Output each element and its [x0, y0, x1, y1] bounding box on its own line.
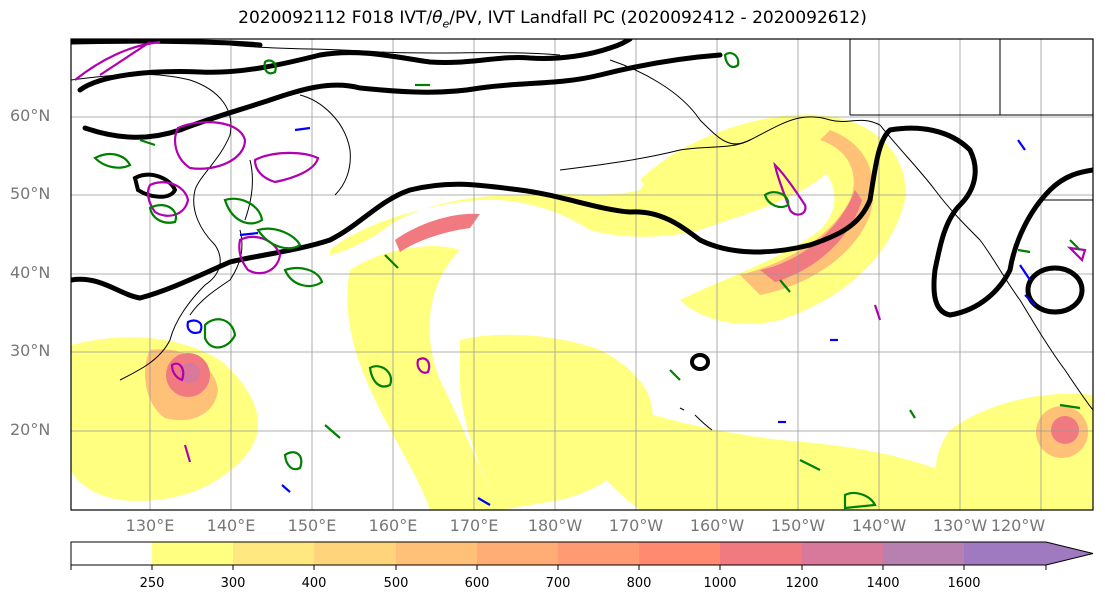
- map-frame: [70, 38, 1094, 511]
- graticule: [71, 39, 1093, 510]
- lon-label-150e: 150°E: [287, 516, 337, 535]
- colorbar-tick-label: 1400: [866, 576, 900, 591]
- theta-contour-subarctic: [82, 52, 723, 140]
- colorbar-tick-label: 400: [301, 576, 327, 591]
- theta-contour-north: [71, 39, 633, 93]
- lon-label-160e: 160°E: [368, 516, 418, 535]
- colorbar-tick-label: 700: [545, 576, 571, 591]
- colorbar-tick-label: 300: [220, 576, 246, 591]
- colorbar-extend-arrow: [1046, 542, 1093, 565]
- lon-label-130e: 130°E: [125, 516, 175, 535]
- ivt-ar-gulf: [640, 114, 906, 324]
- colorbar-tick-label: 250: [139, 576, 165, 591]
- lon-label-170w: 170°W: [608, 516, 664, 535]
- theta-contour-small: [690, 353, 710, 371]
- coast-north-america-inland: [849, 39, 1093, 201]
- lon-label-180w: 180°W: [527, 516, 583, 535]
- theta-contour-main: [71, 125, 1093, 318]
- colorbar-tick-label: 800: [626, 576, 652, 591]
- theta-contour-blob: [132, 172, 178, 199]
- lon-label-120w: 120°W: [990, 516, 1046, 535]
- lat-label-60n: 60°N: [10, 106, 51, 125]
- pv-negative-contours: [186, 126, 1036, 506]
- colorbar-tick-label: 1000: [703, 576, 737, 591]
- ivt-ar-gulf-core: [740, 130, 874, 295]
- ivt-ar-west-core: [395, 213, 480, 252]
- colorbar: [70, 541, 1094, 570]
- coast-hawaii: [679, 407, 713, 431]
- colorbar-tick-label: 600: [464, 576, 490, 591]
- lon-label-140w: 140°W: [851, 516, 907, 535]
- lon-label-170e: 170°E: [449, 516, 499, 535]
- coast-kamchatka: [299, 94, 351, 196]
- lon-label-140e: 140°E: [206, 516, 256, 535]
- lon-label-130w: 130°W: [932, 516, 988, 535]
- ivt-ar-west: [347, 246, 500, 510]
- green-contours: [93, 51, 1081, 510]
- coast-sakhalin: [244, 159, 253, 221]
- coast-asia-east: [71, 73, 232, 381]
- pv-positive-contours: [74, 40, 1087, 463]
- lon-label-160w: 160°W: [689, 516, 745, 535]
- theta-contour-low: [1025, 265, 1085, 315]
- coastlines: [71, 39, 1093, 431]
- colorbar-tick-label: 1200: [785, 576, 819, 591]
- colorbar-outline: [70, 541, 1094, 566]
- coast-japan: [189, 229, 243, 316]
- coast-siberia-north: [229, 44, 561, 56]
- ivt-ar-gulf-max: [760, 190, 862, 282]
- lat-label-20n: 20°N: [10, 420, 51, 439]
- theta-contours: [71, 39, 1093, 371]
- lat-label-40n: 40°N: [10, 263, 51, 282]
- ivt-south-band: [560, 380, 940, 510]
- ivt-typhoon-core-3: [180, 363, 200, 383]
- colorbar-tick-label: 500: [383, 576, 409, 591]
- coast-canada-west: [879, 124, 1093, 411]
- colorbar-tick-label: 1600: [947, 576, 981, 591]
- figure-title: 2020092112 F018 IVT/θe/PV, IVT Landfall …: [238, 8, 867, 31]
- lat-label-30n: 30°N: [10, 341, 51, 360]
- lon-label-150w: 150°W: [770, 516, 826, 535]
- ivt-shading: [71, 114, 1093, 510]
- lat-label-50n: 50°N: [10, 184, 51, 203]
- coast-aleutians: [559, 139, 751, 171]
- ivt-east-core-2: [1051, 416, 1079, 444]
